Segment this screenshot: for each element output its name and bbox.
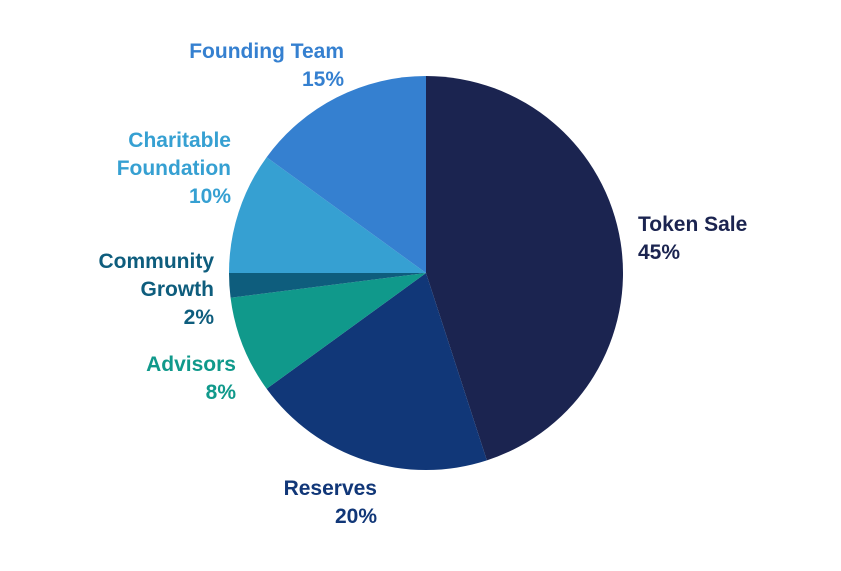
pie-slice-reserves <box>266 273 487 471</box>
pie-label-text: Token Sale <box>638 213 747 236</box>
pie-label-text: Growth <box>141 278 215 301</box>
pie-label-value: 8% <box>206 381 237 404</box>
pie-label-advisors: Advisors 8% <box>146 353 236 404</box>
pie-label-community-growth: Community Growth 2% <box>99 250 215 329</box>
pie-label-value: 20% <box>335 505 377 528</box>
pie-slice-community-growth <box>229 273 426 298</box>
pie-label-text: Founding Team <box>189 40 344 63</box>
pie-label-text: Advisors <box>146 353 236 376</box>
pie-label-value: 2% <box>184 306 215 329</box>
pie-slice-charitable-foundation <box>229 157 426 273</box>
pie-label-text: Reserves <box>284 477 377 500</box>
pie-label-text: Community <box>99 250 215 273</box>
pie-slices <box>229 76 624 471</box>
pie-label-token-sale: Token Sale 45% <box>638 213 747 264</box>
pie-label-value: 10% <box>189 185 231 208</box>
pie-label-text: Charitable <box>128 129 231 152</box>
pie-label-value: 45% <box>638 241 680 264</box>
pie-slice-advisors <box>230 273 426 389</box>
pie-label-founding-team: Founding Team 15% <box>189 40 344 91</box>
pie-slice-founding-team <box>266 76 426 273</box>
pie-label-charitable-foundation: Charitable Foundation 10% <box>117 129 232 208</box>
pie-slice-token-sale <box>426 76 624 461</box>
pie-label-reserves: Reserves 20% <box>284 477 378 528</box>
pie-label-text: Foundation <box>117 157 231 180</box>
pie-label-value: 15% <box>302 68 344 91</box>
pie-labels: Token Sale 45% Reserves 20% Advisors 8% Commun… <box>99 40 748 528</box>
